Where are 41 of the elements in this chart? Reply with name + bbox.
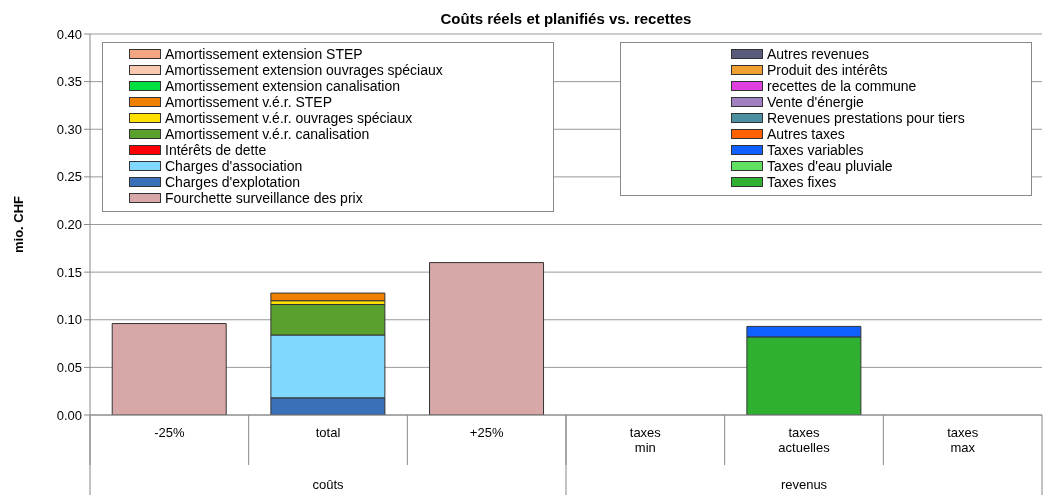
y-tick-label: 0.00 <box>56 407 82 423</box>
y-tick-label: 0.15 <box>56 264 82 280</box>
y-axis-title: mio. CHF <box>10 195 26 254</box>
legend-label: Autres revenues <box>767 46 869 62</box>
legend-label: recettes de la commune <box>767 78 917 94</box>
legend-label: Revenues prestations pour tiers <box>767 110 965 126</box>
x-tick-label: total <box>315 425 341 440</box>
bar <box>111 323 227 415</box>
bar <box>270 292 386 302</box>
bar <box>429 262 545 415</box>
legend-label: Taxes variables <box>767 142 864 158</box>
legend-label: Amortissement extension canalisation <box>165 78 401 94</box>
y-tick-label: 0.20 <box>56 217 82 233</box>
x-tick-label: taxes max <box>947 425 979 455</box>
legend-label: Intérêts de dette <box>165 142 267 158</box>
y-tick-label: 0.05 <box>56 359 82 375</box>
legend-label: Produit des intérêts <box>767 62 888 78</box>
legend-label: Amortissement v.é.r. ouvrages spéciaux <box>165 110 413 126</box>
text: revenus <box>780 477 828 492</box>
x-tick-label: taxes min <box>629 425 662 455</box>
y-tick-label: 0.30 <box>56 121 82 137</box>
legend-label: Vente d'énergie <box>767 94 864 110</box>
x-tick-label: -25% <box>154 425 185 440</box>
x-tick-label: +25% <box>469 425 504 440</box>
legend-label: Amortissement v.é.r. STEP <box>165 94 333 110</box>
legend-label: Amortissement extension STEP <box>165 46 363 62</box>
chart-title: Coûts réels et planifiés vs. recettes <box>439 10 693 27</box>
legend-label: Autres taxes <box>767 126 845 142</box>
legend-label: Fourchette surveillance des prix <box>165 190 363 206</box>
legend-label: Taxes d'eau pluviale <box>767 158 893 174</box>
y-tick-label: 0.10 <box>56 312 82 328</box>
y-tick-label: 0.35 <box>56 74 82 90</box>
legend-label: Charges d'association <box>165 158 303 174</box>
y-tick-label: 0.25 <box>56 169 82 185</box>
legend-label: Amortissement extension ouvrages spéciaux <box>165 62 443 78</box>
legend-label: Charges d'explotation <box>165 174 300 190</box>
x-tick-label: taxes actuelles <box>778 425 831 455</box>
legend-label: Taxes fixes <box>767 174 837 190</box>
text: coûts <box>312 477 345 492</box>
legend-label: Amortissement v.é.r. canalisation <box>165 126 370 142</box>
y-tick-label: 0.40 <box>56 26 82 42</box>
